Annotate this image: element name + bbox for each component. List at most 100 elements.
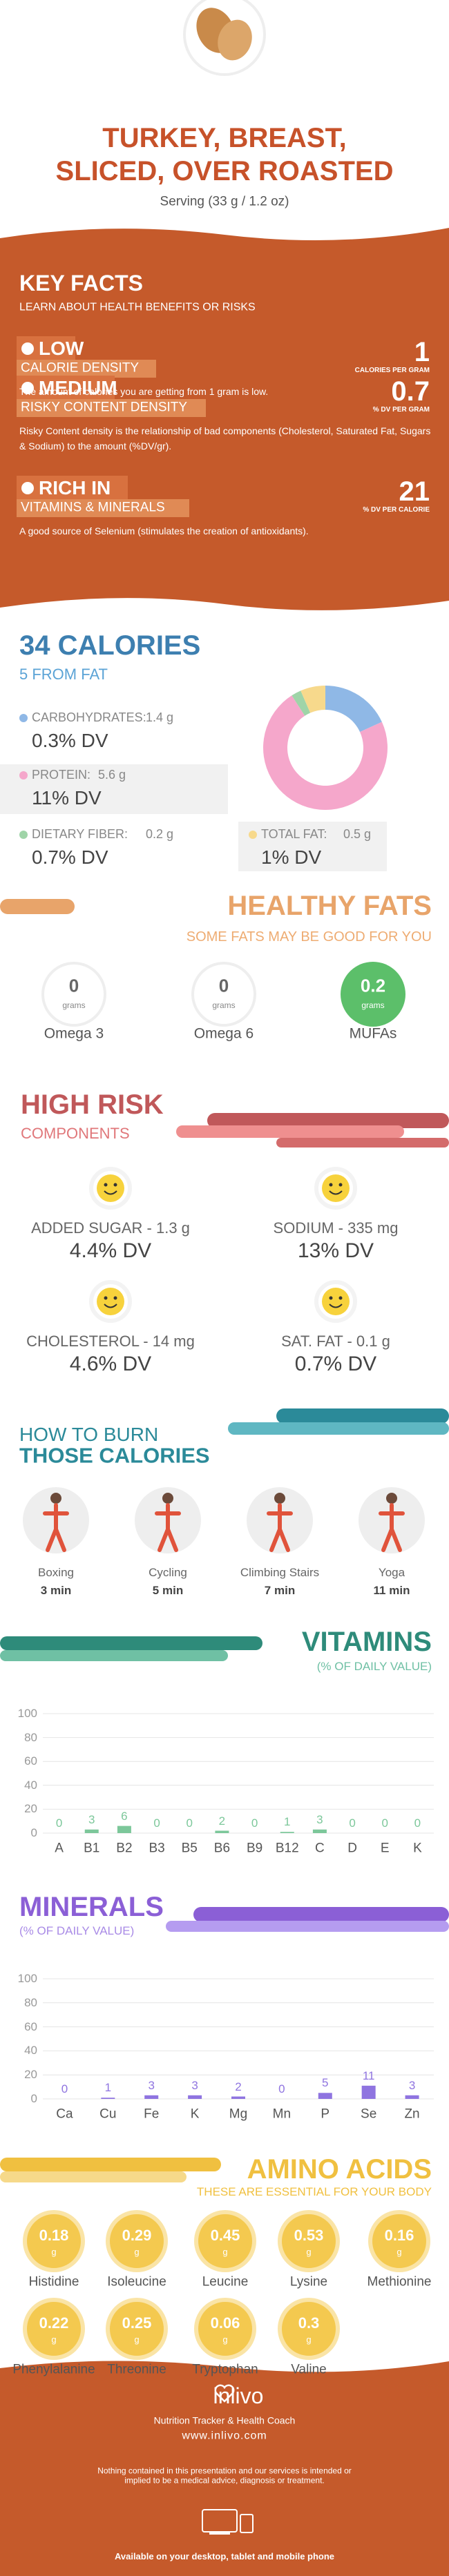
disclaimer: Nothing contained in this presentation a… <box>97 2466 352 2486</box>
bar <box>188 2095 202 2099</box>
activity-body <box>267 1503 293 1552</box>
activity-head <box>50 1493 61 1504</box>
amino-name: Histidine <box>28 2274 79 2289</box>
amino-circle <box>23 2298 85 2360</box>
fat-unit: grams <box>62 1000 86 1010</box>
amino-name: Isoleucine <box>107 2274 166 2289</box>
metric: VITAMINS & MINERALS <box>21 500 165 515</box>
bar <box>84 1829 99 1833</box>
amino-unit: g <box>306 2247 312 2258</box>
amino-name: Phenylalanine <box>12 2362 95 2377</box>
bar <box>144 2095 159 2099</box>
nutrient-dv: 0.7% DV <box>32 846 108 869</box>
y-tick-label: 100 <box>17 1706 37 1720</box>
description: A good source of Selenium (stimulates th… <box>19 525 309 536</box>
decor-bar <box>207 1113 449 1128</box>
amino-name: Valine <box>291 2362 327 2377</box>
risk-label: SODIUM - 335 mg <box>273 1219 399 1237</box>
section-subtitle: 5 FROM FAT <box>19 665 108 683</box>
x-tick-label: B3 <box>149 1841 165 1856</box>
decor-bar <box>228 1422 449 1435</box>
tagline: Nutrition Tracker & Health Coach <box>153 2414 296 2426</box>
smiley <box>322 1288 350 1315</box>
section-subtitle: LEARN ABOUT HEALTH BENEFITS OR RISKS <box>19 301 256 313</box>
activity-time: 7 min <box>264 1583 296 1597</box>
serving: Serving (33 g / 1.2 oz) <box>160 194 289 209</box>
activity-name: Yoga <box>378 1565 405 1579</box>
value-label: 3 <box>316 1812 323 1826</box>
section-title: HIGH RISK <box>21 1090 164 1120</box>
x-tick-label: Cu <box>99 2107 117 2122</box>
amino-circle <box>194 2210 256 2272</box>
unit: % DV PER GRAM <box>372 406 430 414</box>
value-label: 0 <box>414 1816 421 1830</box>
amino-unit: g <box>134 2247 140 2258</box>
activity-body <box>379 1503 405 1552</box>
activity-head <box>274 1493 285 1504</box>
smiley-eye <box>104 1296 108 1300</box>
amino-name: Threonine <box>107 2362 166 2377</box>
amino-circle <box>23 2210 85 2272</box>
badge-icon <box>21 482 34 494</box>
value-label: 3 <box>88 1812 95 1826</box>
badge-bg <box>17 360 156 378</box>
y-tick-label: 40 <box>24 1778 37 1792</box>
smiley-eye <box>338 1183 343 1187</box>
x-tick-label: B1 <box>84 1841 100 1856</box>
amino-circle <box>194 2298 256 2360</box>
smiley-mouth <box>104 1190 117 1195</box>
smiley-eye <box>113 1296 117 1300</box>
smiley-eye <box>329 1296 333 1300</box>
amino-value: 0.16 <box>384 2226 414 2244</box>
decor-bar <box>176 1125 404 1138</box>
title: SLICED, OVER ROASTED <box>55 156 394 186</box>
decor-bar <box>166 1921 449 1932</box>
x-tick-label: Fe <box>144 2107 160 2122</box>
x-tick-label: B6 <box>213 1841 231 1856</box>
value-label: 0 <box>153 1816 160 1830</box>
smiley-mouth <box>329 1190 343 1195</box>
value-label: 0 <box>381 1816 388 1830</box>
section-title: MINERALS <box>19 1892 164 1922</box>
amino-value: 0.22 <box>39 2314 69 2332</box>
badge-bg <box>17 476 128 501</box>
y-tick-label: 0 <box>30 1826 37 1839</box>
bar <box>312 1829 327 1833</box>
badge-icon <box>21 342 34 355</box>
x-tick-label: Mn <box>272 2107 292 2122</box>
smiley-mouth <box>104 1304 117 1308</box>
fat-name: Omega 3 <box>44 1025 104 1042</box>
amino-circle <box>278 2298 340 2360</box>
activity-time: 3 min <box>40 1583 72 1597</box>
section-subtitle: (% OF DAILY VALUE) <box>316 1659 432 1673</box>
y-tick-label: 80 <box>24 1730 37 1744</box>
x-tick-label: P <box>321 2107 330 2122</box>
unit: % DV PER CALORIE <box>363 506 430 514</box>
legend-dot <box>19 831 28 839</box>
decor-bar <box>193 1907 449 1922</box>
risk-label: CHOLESTEROL - 14 mg <box>26 1332 195 1350</box>
nutrient-dv: 1% DV <box>261 846 322 869</box>
description: The amount of calories you are getting f… <box>19 386 269 397</box>
risk-label: SAT. FAT - 0.1 g <box>281 1332 390 1350</box>
section-title: THOSE CALORIES <box>19 1443 210 1468</box>
smiley <box>322 1174 350 1202</box>
legend-dot <box>19 714 28 722</box>
y-tick-label: 100 <box>17 1971 37 1985</box>
activity-time: 5 min <box>152 1583 184 1597</box>
risk-dv: 0.7% DV <box>294 1353 377 1375</box>
nutrient-amount: 1.4 g <box>146 710 174 725</box>
amino-name: Lysine <box>289 2274 328 2289</box>
risk-label: ADDED SUGAR - 1.3 g <box>31 1219 190 1237</box>
x-tick-label: Ca <box>56 2107 73 2122</box>
brand: inlivo <box>213 2383 264 2408</box>
fat-circle <box>341 962 405 1027</box>
activity-name: Cycling <box>149 1565 187 1579</box>
x-tick-label: K <box>190 2107 200 2122</box>
y-tick-label: 60 <box>24 2020 37 2033</box>
value-label: 0 <box>61 2082 68 2095</box>
activity-head <box>162 1493 173 1504</box>
nutrient-dv: 0.3% DV <box>32 730 108 752</box>
x-tick-label: Se <box>361 2107 377 2122</box>
amino-circle <box>278 2210 340 2272</box>
